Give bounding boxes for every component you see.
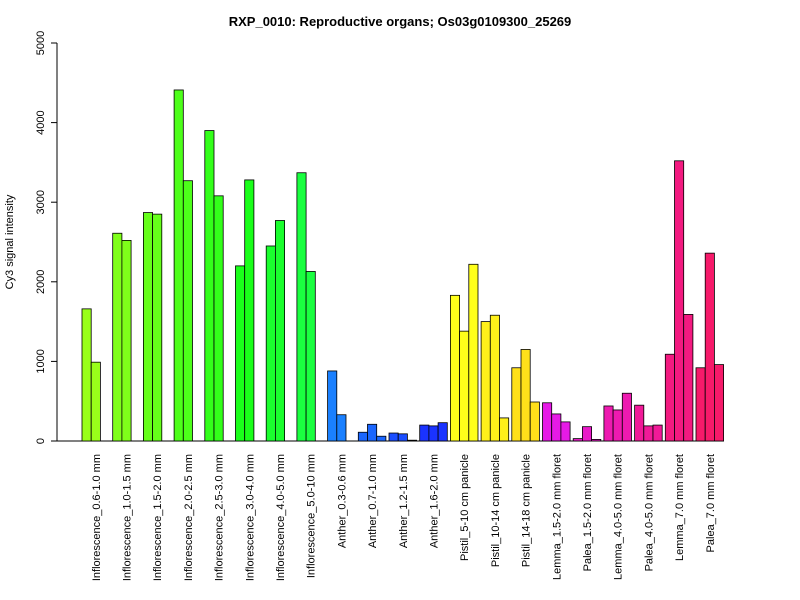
x-tick-label: Inflorescence_1.5-2.0 mm bbox=[152, 454, 164, 581]
bar bbox=[591, 439, 602, 442]
bar bbox=[121, 240, 132, 442]
x-tick-label: Inflorescence_4.0-5.0 mm bbox=[275, 454, 287, 581]
bar bbox=[560, 421, 571, 442]
bar bbox=[112, 232, 123, 442]
bar bbox=[213, 195, 224, 442]
bar bbox=[428, 425, 439, 442]
y-tick-label: 1000 bbox=[35, 349, 47, 373]
bar bbox=[459, 330, 470, 442]
bar bbox=[336, 414, 347, 442]
bar bbox=[397, 433, 408, 442]
x-tick-label: Lemma_4.0-5.0 mm floret bbox=[613, 454, 625, 580]
bar bbox=[572, 438, 583, 442]
bar bbox=[520, 349, 531, 442]
bar bbox=[327, 370, 338, 442]
bar bbox=[376, 435, 387, 442]
bar bbox=[204, 130, 215, 442]
bar bbox=[419, 424, 430, 442]
bar bbox=[643, 425, 654, 442]
bar bbox=[683, 314, 694, 442]
x-tick-label: Lemma_7.0 mm floret bbox=[674, 454, 686, 561]
y-tick-label: 0 bbox=[35, 438, 47, 444]
bar bbox=[542, 402, 553, 442]
x-tick-label: Inflorescence_3.0-4.0 mm bbox=[244, 454, 256, 581]
x-tick-label: Palea_4.0-5.0 mm floret bbox=[643, 454, 655, 571]
bar bbox=[173, 89, 184, 442]
bar bbox=[81, 308, 92, 442]
bar bbox=[529, 401, 540, 442]
x-tick-label: Palea_7.0 mm floret bbox=[705, 454, 717, 552]
x-tick-label: Inflorescence_2.0-2.5 mm bbox=[183, 454, 195, 581]
bar bbox=[674, 160, 685, 442]
bar bbox=[265, 245, 276, 442]
x-tick-label: Lemma_1.5-2.0 mm floret bbox=[551, 454, 563, 580]
y-axis: 0 1000 2000 3000 4000 5000 bbox=[35, 31, 58, 444]
bar bbox=[652, 424, 663, 442]
bar bbox=[511, 367, 522, 442]
bar bbox=[90, 361, 101, 442]
y-tick-label: 2000 bbox=[35, 270, 47, 294]
x-tick-label: Pistil_10-14 cm panicle bbox=[490, 454, 502, 567]
bar bbox=[621, 392, 632, 442]
x-tick-labels: Inflorescence_0.6-1.0 mm Inflorescence_1.… bbox=[91, 454, 717, 581]
bar bbox=[612, 409, 623, 442]
bar bbox=[305, 271, 316, 442]
bar bbox=[634, 404, 645, 442]
bar bbox=[182, 180, 193, 442]
bar bbox=[695, 367, 706, 442]
bar bbox=[480, 321, 491, 442]
bar bbox=[244, 179, 255, 442]
x-tick-label: Pistil_14-18 cm panicle bbox=[521, 454, 533, 567]
bar bbox=[152, 213, 163, 442]
x-tick-label: Anther_1.2-1.5 mm bbox=[398, 454, 410, 548]
y-axis-label: Cy3 signal intensity bbox=[4, 194, 16, 289]
bar bbox=[235, 265, 246, 442]
y-tick-label: 4000 bbox=[35, 110, 47, 134]
bar bbox=[406, 439, 417, 442]
bar bbox=[714, 364, 725, 442]
x-tick-label: Pistil_5-10 cm panicle bbox=[459, 454, 471, 561]
x-tick-label: Inflorescence_5.0-10 mm bbox=[306, 454, 318, 578]
bars bbox=[81, 89, 725, 442]
x-tick-label: Inflorescence_2.5-3.0 mm bbox=[214, 454, 226, 581]
y-tick-label: 5000 bbox=[35, 31, 47, 55]
x-tick-label: Palea_1.5-2.0 mm floret bbox=[582, 454, 594, 571]
chart-title: RXP_0010: Reproductive organs; Os03g0109… bbox=[229, 14, 572, 29]
x-tick-label: Anther_0.3-0.6 mm bbox=[336, 454, 348, 548]
x-tick-label: Inflorescence_1.0-1.5 mm bbox=[122, 454, 134, 581]
bar bbox=[388, 432, 399, 442]
y-tick-label: 3000 bbox=[35, 190, 47, 214]
bar bbox=[582, 426, 593, 442]
x-tick-label: Anther_1.6-2.0 mm bbox=[429, 454, 441, 548]
bar bbox=[296, 172, 307, 442]
bar bbox=[664, 353, 675, 442]
x-tick-label: Inflorescence_0.6-1.0 mm bbox=[91, 454, 103, 581]
bar bbox=[489, 314, 500, 442]
bar bbox=[142, 212, 153, 442]
bar bbox=[499, 417, 510, 442]
bar bbox=[449, 294, 460, 442]
bar bbox=[551, 413, 562, 442]
bar bbox=[603, 405, 614, 442]
x-tick-label: Anther_0.7-1.0 mm bbox=[367, 454, 379, 548]
bar bbox=[367, 423, 378, 442]
bar bbox=[274, 220, 285, 442]
bar bbox=[704, 252, 715, 442]
bar bbox=[468, 263, 479, 442]
bar bbox=[437, 422, 448, 442]
bar bbox=[357, 431, 368, 442]
